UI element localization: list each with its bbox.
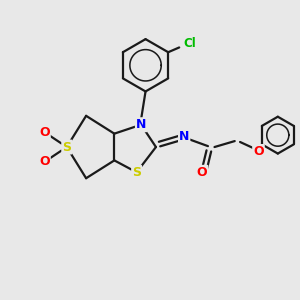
Text: Cl: Cl — [183, 38, 196, 50]
Text: N: N — [136, 118, 146, 131]
Text: O: O — [197, 166, 207, 179]
Text: S: S — [62, 140, 71, 154]
Text: O: O — [39, 126, 50, 139]
Text: O: O — [253, 145, 264, 158]
Text: N: N — [179, 130, 189, 143]
Text: S: S — [132, 166, 141, 179]
Text: O: O — [39, 155, 50, 168]
